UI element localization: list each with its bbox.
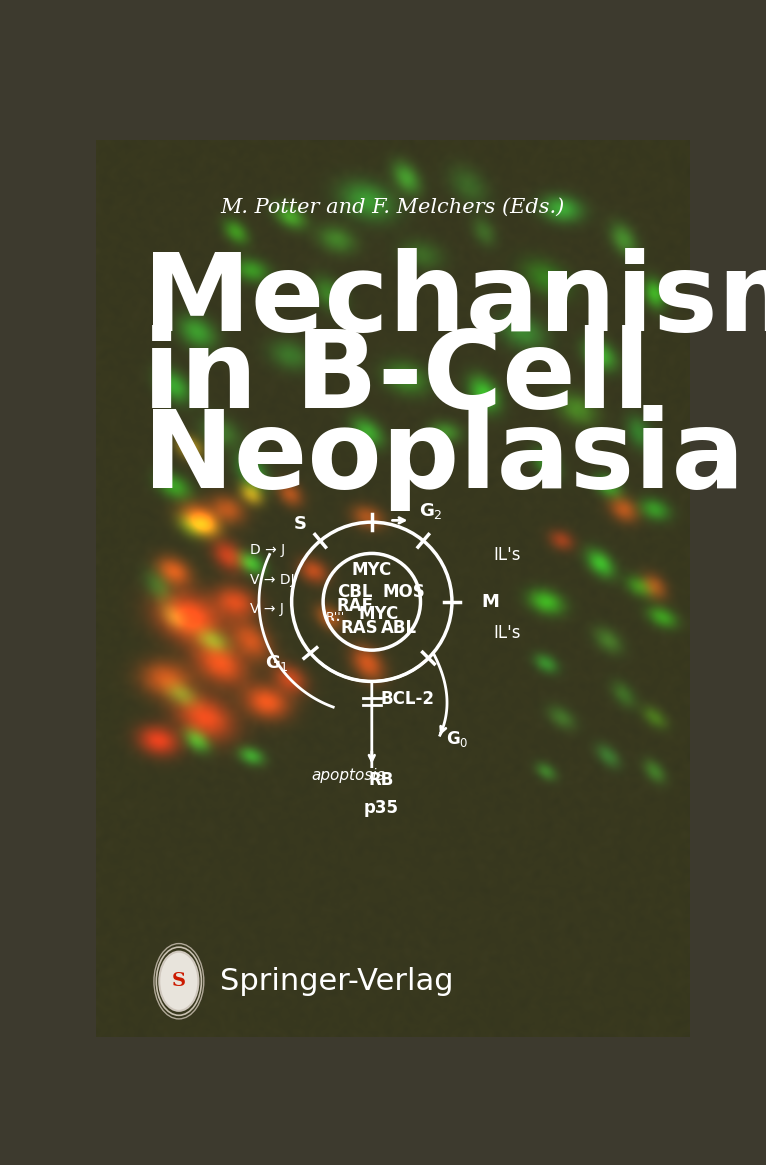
Text: MYC: MYC: [359, 605, 399, 623]
Text: IL's: IL's: [493, 623, 521, 642]
Circle shape: [159, 952, 198, 1011]
Text: MYC: MYC: [352, 562, 392, 579]
Text: D → J: D → J: [250, 543, 285, 557]
Text: IL's: IL's: [493, 546, 521, 564]
Text: V → DJ: V → DJ: [250, 573, 295, 587]
Text: CBL: CBL: [337, 582, 372, 601]
Text: RAF: RAF: [336, 598, 373, 615]
Text: Neoplasia 1992: Neoplasia 1992: [143, 405, 766, 511]
Text: S: S: [293, 515, 306, 534]
Text: S: S: [172, 973, 186, 990]
Text: G$_0$: G$_0$: [446, 729, 468, 749]
Text: Springer-Verlag: Springer-Verlag: [221, 967, 454, 996]
Text: M: M: [482, 593, 499, 610]
Text: R''': R''': [326, 610, 345, 623]
Text: MOS: MOS: [382, 582, 425, 601]
Text: RAS: RAS: [341, 620, 378, 637]
Text: V → J: V → J: [250, 602, 284, 616]
Text: G$_1$: G$_1$: [265, 652, 289, 672]
Text: G$_2$: G$_2$: [419, 501, 443, 521]
Text: RB: RB: [368, 770, 394, 789]
Text: in B-Cell: in B-Cell: [143, 325, 650, 431]
Text: BCL-2: BCL-2: [381, 690, 434, 708]
Text: M. Potter and F. Melchers (Eds.): M. Potter and F. Melchers (Eds.): [221, 198, 565, 217]
Text: ABL: ABL: [381, 620, 417, 637]
Text: Mechanisms: Mechanisms: [143, 248, 766, 354]
Text: apoptosis: apoptosis: [312, 768, 385, 783]
Text: p35: p35: [363, 799, 398, 818]
